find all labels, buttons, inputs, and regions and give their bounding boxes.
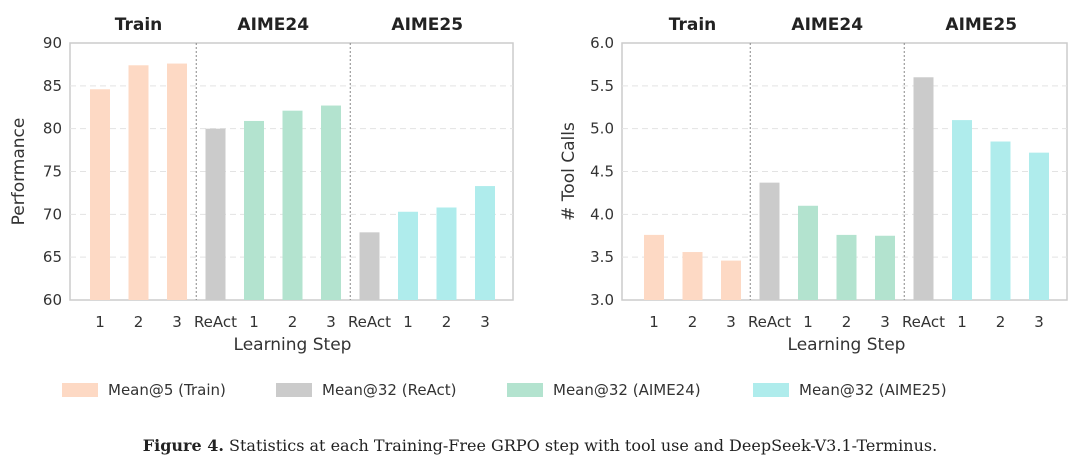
x-tick-label: 3 — [726, 313, 736, 331]
bar — [321, 105, 341, 300]
performance-chart: 60 65 70 75 80 85 90 1 2 3 ReAct 1 2 3 ReAct 1 2 3 Train AI… — [9, 15, 514, 355]
legend: Mean@5 (Train) Mean@32 (ReAct) Mean@32 (… — [0, 375, 1080, 405]
x-tick-label: 1 — [803, 313, 813, 331]
x-tick-label: ReAct — [194, 313, 237, 331]
y-tick-label: 85 — [43, 77, 62, 95]
bar — [759, 182, 780, 300]
x-tick-label: ReAct — [748, 313, 791, 331]
y-tick-label: 80 — [43, 120, 62, 138]
y-tick-label: 5.0 — [590, 120, 614, 138]
y-tick-label: 3.0 — [590, 291, 614, 309]
x-tick-label: 1 — [957, 313, 967, 331]
legend-label-aime25: Mean@32 (AIME25) — [799, 381, 947, 399]
bar — [1029, 152, 1049, 300]
bar — [359, 232, 380, 300]
y-axis-label: # Tool Calls — [559, 122, 579, 221]
x-tick-label: 2 — [134, 313, 144, 331]
legend-item-react: Mean@32 (ReAct) — [276, 375, 457, 405]
bar — [282, 110, 303, 300]
x-tick-label: ReAct — [348, 313, 391, 331]
bar — [990, 141, 1011, 300]
x-tick-label: 1 — [249, 313, 259, 331]
bar — [205, 128, 226, 300]
x-tick-label: 2 — [288, 313, 298, 331]
figure-caption: Figure 4. Statistics at each Training-Fr… — [0, 436, 1080, 455]
group-title: Train — [669, 15, 717, 35]
bar — [436, 207, 457, 300]
legend-swatch-react — [276, 383, 312, 397]
group-title: AIME25 — [391, 15, 463, 35]
legend-item-aime24: Mean@32 (AIME24) — [507, 375, 701, 405]
legend-swatch-train — [62, 383, 98, 397]
group-title: AIME24 — [237, 15, 309, 35]
y-tick-label: 60 — [43, 291, 62, 309]
y-axis-label: Performance — [9, 118, 29, 226]
x-tick-label: 2 — [842, 313, 852, 331]
bar — [798, 205, 818, 300]
bar — [913, 77, 934, 301]
group-title: AIME25 — [945, 15, 1017, 35]
x-axis-label: Learning Step — [788, 335, 906, 355]
bar — [475, 186, 495, 300]
x-tick-label: 2 — [442, 313, 452, 331]
group-title: Train — [115, 15, 163, 35]
bar — [644, 234, 664, 300]
x-tick-label: 3 — [480, 313, 490, 331]
y-tick-label: 75 — [43, 163, 62, 181]
bar — [721, 260, 741, 300]
bar — [90, 89, 110, 300]
bar — [128, 65, 149, 300]
y-tick-label: 3.5 — [590, 248, 614, 266]
y-tick-label: 6.0 — [590, 34, 614, 52]
bar — [836, 234, 857, 300]
caption-text: Statistics at each Training-Free GRPO st… — [229, 436, 938, 455]
bar — [167, 63, 187, 301]
bar — [682, 252, 703, 300]
tool-calls-chart: 3.0 3.5 4.0 4.5 5.0 5.5 6.0 1 2 3 ReAct 1 2 3 ReAct 1 2 3… — [559, 15, 1068, 355]
y-tick-label: 70 — [43, 205, 62, 223]
y-tick-label: 65 — [43, 248, 62, 266]
legend-swatch-aime24 — [507, 383, 543, 397]
x-tick-label: 3 — [326, 313, 336, 331]
x-tick-label: 1 — [95, 313, 105, 331]
x-tick-label: 3 — [880, 313, 890, 331]
x-tick-label: ReAct — [902, 313, 945, 331]
legend-swatch-aime25 — [753, 383, 789, 397]
legend-item-aime25: Mean@32 (AIME25) — [753, 375, 947, 405]
x-tick-label: 3 — [1034, 313, 1044, 331]
x-tick-label: 2 — [996, 313, 1006, 331]
bar — [952, 120, 972, 300]
x-tick-label: 1 — [403, 313, 413, 331]
legend-label-react: Mean@32 (ReAct) — [322, 381, 457, 399]
y-tick-label: 5.5 — [590, 77, 614, 95]
bar — [398, 211, 418, 300]
bar — [875, 235, 895, 300]
legend-label-aime24: Mean@32 (AIME24) — [553, 381, 701, 399]
y-tick-label: 90 — [43, 34, 62, 52]
legend-label-train: Mean@5 (Train) — [108, 381, 226, 399]
x-tick-label: 3 — [172, 313, 182, 331]
x-tick-label: 1 — [649, 313, 659, 331]
y-tick-label: 4.5 — [590, 163, 614, 181]
group-title: AIME24 — [791, 15, 863, 35]
legend-item-train: Mean@5 (Train) — [62, 375, 226, 405]
y-tick-label: 4.0 — [590, 205, 614, 223]
x-axis-label: Learning Step — [234, 335, 352, 355]
bar — [244, 120, 264, 300]
x-tick-label: 2 — [688, 313, 698, 331]
caption-label: Figure 4. — [142, 436, 224, 455]
